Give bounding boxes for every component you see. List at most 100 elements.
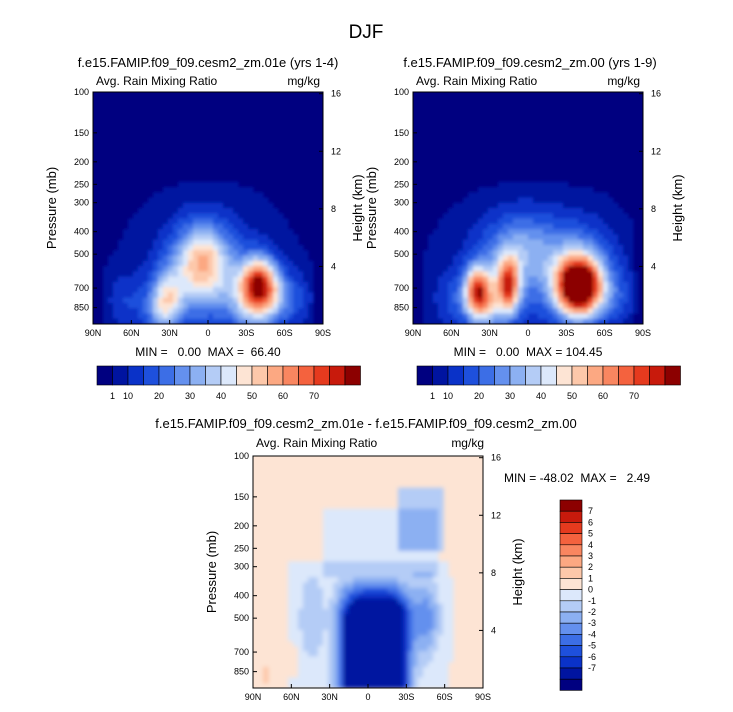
colorbar-label: 5 (588, 529, 593, 539)
colorbar-label: 2 (588, 562, 593, 572)
x-tick-label: 60S (597, 328, 613, 338)
colorbar-swatch (559, 566, 583, 579)
colorbar-swatch (559, 544, 583, 557)
x-tick-label: 30S (398, 692, 414, 702)
colorbar-label: -1 (588, 596, 596, 606)
colorbar-label: 50 (567, 391, 577, 401)
y-tick-label: 400 (394, 227, 409, 237)
colorbar-swatch (313, 365, 330, 386)
colorbar-swatch (559, 645, 583, 658)
colorbar-swatch (158, 365, 175, 386)
y-tick-label: 300 (394, 198, 409, 208)
y2-tick-label: 4 (491, 625, 496, 635)
x-tick-label: 60N (283, 692, 300, 702)
colorbar-label: 0 (588, 585, 593, 595)
colorbar-swatch (556, 365, 573, 386)
panel-left-variable: Avg. Rain Mixing Ratio (96, 74, 217, 88)
colorbar-label: 30 (185, 391, 195, 401)
colorbar-label: -2 (588, 607, 596, 617)
y-tick-label: 250 (394, 179, 409, 189)
panel-right-field (423, 181, 639, 324)
panel-diff-y2label: Height (km) (510, 538, 525, 605)
y2-tick-label: 16 (491, 453, 501, 463)
colorbar-label: 40 (536, 391, 546, 401)
colorbar-swatch (205, 365, 222, 386)
colorbar-label: 10 (123, 391, 133, 401)
y-tick-label: 500 (74, 249, 89, 259)
x-tick-label: 30N (161, 328, 178, 338)
y2-tick-label: 12 (651, 146, 661, 156)
panel-right: f.e15.FAMIP.f09_f09.cesm2_zm.00 (yrs 1-9… (364, 55, 685, 401)
y-tick-label: 100 (74, 87, 89, 97)
colorbar-swatch (559, 667, 583, 680)
colorbar-swatch (267, 365, 284, 386)
colorbar-swatch (664, 365, 681, 386)
y-tick-label: 150 (234, 492, 249, 502)
y2-tick-label: 12 (491, 510, 501, 520)
y-tick-label: 400 (234, 591, 249, 601)
colorbar-swatch (478, 365, 495, 386)
panel-left-colorbar: 1 10 20 30 40 50 60 70 (96, 365, 361, 401)
colorbar-swatch (96, 365, 113, 386)
x-tick-label: 0 (525, 328, 530, 338)
y-tick-label: 150 (394, 128, 409, 138)
x-tick-label: 90N (245, 692, 262, 702)
x-tick-label: 90S (635, 328, 651, 338)
colorbar-label: 1 (588, 573, 593, 583)
panel-left-ylabel: Pressure (mb) (44, 167, 59, 249)
y-tick-label: 250 (234, 543, 249, 553)
y-tick-label: 400 (74, 227, 89, 237)
x-tick-label: 0 (365, 692, 370, 702)
colorbar-swatch (494, 365, 511, 386)
colorbar-swatch (236, 365, 253, 386)
y-tick-label: 100 (394, 87, 409, 97)
x-tick-label: 30N (481, 328, 498, 338)
y-tick-label: 850 (74, 303, 89, 313)
colorbar-label: -6 (588, 652, 596, 662)
colorbar-label: 30 (505, 391, 515, 401)
colorbar-swatch (559, 533, 583, 546)
y-tick-label: 300 (234, 562, 249, 572)
y-tick-label: 850 (234, 667, 249, 677)
x-tick-label: 90S (315, 328, 331, 338)
colorbar-swatch (509, 365, 526, 386)
y2-tick-label: 4 (331, 261, 336, 271)
colorbar-label: 3 (588, 551, 593, 561)
panel-diff-axes: 90N 60N 30N 0 30S 60S 90S 100 150 200 250 300 400 500… (234, 451, 501, 702)
y2-tick-label: 12 (331, 146, 341, 156)
y2-tick-label: 16 (331, 89, 341, 99)
panel-diff-field (263, 487, 454, 688)
y2-tick-label: 4 (651, 261, 656, 271)
colorbar-swatch (618, 365, 635, 386)
panel-right-colorbar: 1 10 20 30 40 50 60 70 (416, 365, 681, 401)
colorbar-label: -5 (588, 641, 596, 651)
x-tick-label: 60N (443, 328, 460, 338)
panel-right-title: f.e15.FAMIP.f09_f09.cesm2_zm.00 (yrs 1-9… (403, 55, 656, 70)
colorbar-swatch (559, 678, 583, 691)
colorbar-swatch (143, 365, 160, 386)
y2-tick-label: 8 (651, 204, 656, 214)
colorbar-label: 1 (430, 391, 435, 401)
x-tick-label: 0 (205, 328, 210, 338)
colorbar-label: 1 (110, 391, 115, 401)
colorbar-swatch (329, 365, 346, 386)
panel-diff-ylabel: Pressure (mb) (204, 531, 219, 613)
colorbar-swatch (298, 365, 315, 386)
panel-diff-units: mg/kg (451, 436, 484, 450)
panel-left-axes: 90N 60N 30N 0 30S 60S 90S 100 150 200 250 300 400 500… (74, 87, 341, 338)
panel-left: f.e15.FAMIP.f09_f09.cesm2_zm.01e (yrs 1-… (44, 55, 365, 401)
colorbar-swatch (559, 555, 583, 568)
y-tick-label: 200 (394, 157, 409, 167)
y2-tick-label: 8 (331, 204, 336, 214)
colorbar-label: 6 (588, 517, 593, 527)
y-tick-label: 300 (74, 198, 89, 208)
panel-left-title: f.e15.FAMIP.f09_f09.cesm2_zm.01e (yrs 1-… (78, 55, 339, 70)
panel-diff: f.e15.FAMIP.f09_f09.cesm2_zm.01e - f.e15… (155, 416, 650, 702)
colorbar-label: -7 (588, 663, 596, 673)
colorbar-swatch (416, 365, 433, 386)
colorbar-label: 70 (309, 391, 319, 401)
y2-tick-label: 8 (491, 568, 496, 578)
colorbar-swatch (649, 365, 666, 386)
y-tick-label: 850 (394, 303, 409, 313)
